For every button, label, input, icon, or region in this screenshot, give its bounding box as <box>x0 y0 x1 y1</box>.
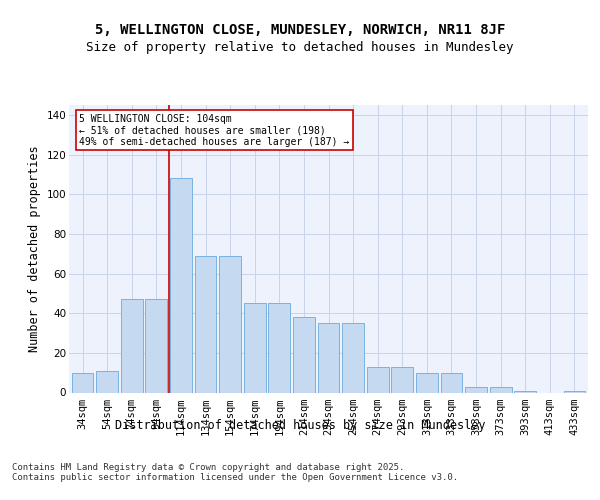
Text: Distribution of detached houses by size in Mundesley: Distribution of detached houses by size … <box>115 419 485 432</box>
Bar <box>563 390 585 392</box>
Bar <box>514 390 536 392</box>
Bar <box>145 300 167 392</box>
Text: Size of property relative to detached houses in Mundesley: Size of property relative to detached ho… <box>86 41 514 54</box>
Bar <box>244 304 266 392</box>
Bar <box>293 317 315 392</box>
Bar <box>72 372 94 392</box>
Bar <box>465 386 487 392</box>
Bar <box>97 370 118 392</box>
Text: 5 WELLINGTON CLOSE: 104sqm
← 51% of detached houses are smaller (198)
49% of sem: 5 WELLINGTON CLOSE: 104sqm ← 51% of deta… <box>79 114 350 147</box>
Bar <box>440 372 463 392</box>
Bar <box>219 256 241 392</box>
Bar <box>416 372 438 392</box>
Bar <box>391 366 413 392</box>
Bar <box>121 300 143 392</box>
Bar <box>342 323 364 392</box>
Text: Contains HM Land Registry data © Crown copyright and database right 2025.
Contai: Contains HM Land Registry data © Crown c… <box>12 462 458 482</box>
Bar <box>268 304 290 392</box>
Bar <box>170 178 192 392</box>
Bar <box>490 386 512 392</box>
Text: 5, WELLINGTON CLOSE, MUNDESLEY, NORWICH, NR11 8JF: 5, WELLINGTON CLOSE, MUNDESLEY, NORWICH,… <box>95 22 505 36</box>
Y-axis label: Number of detached properties: Number of detached properties <box>28 146 41 352</box>
Bar <box>367 366 389 392</box>
Bar <box>194 256 217 392</box>
Bar <box>317 323 340 392</box>
